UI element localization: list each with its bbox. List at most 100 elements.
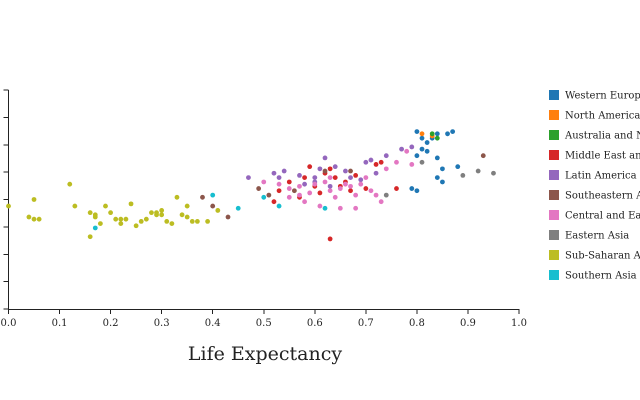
legend-label: Eastern Asia <box>565 231 629 242</box>
data-point <box>210 203 216 209</box>
data-point <box>31 216 37 222</box>
x-tick-label: 0.4 <box>205 318 221 329</box>
legend-label: Middle East and Northern Africa <box>565 151 640 162</box>
legend-label: Latin America and Caribbean <box>565 171 640 182</box>
data-point <box>67 181 73 187</box>
data-point <box>332 194 338 200</box>
x-axis-title: Life Expectancy <box>188 343 342 365</box>
legend-swatch <box>549 110 559 120</box>
data-point <box>281 168 287 174</box>
data-point <box>276 203 282 209</box>
data-point <box>286 194 292 200</box>
data-point <box>317 190 323 196</box>
data-point <box>256 186 262 191</box>
data-point <box>322 155 328 161</box>
data-point <box>291 188 297 194</box>
data-point <box>261 194 267 200</box>
data-point <box>97 221 103 226</box>
data-point <box>353 192 359 198</box>
data-point <box>322 205 328 211</box>
legend-label: Southeastern Asia <box>565 191 640 202</box>
legend-label: Australia and New Zealand <box>564 131 640 142</box>
legend-swatch <box>549 210 559 220</box>
data-point <box>424 148 430 154</box>
data-point <box>286 186 292 191</box>
x-tick-label: 0.6 <box>307 318 323 329</box>
data-point <box>414 188 420 194</box>
x-tick-label: 0.7 <box>358 318 374 329</box>
data-point <box>210 192 216 198</box>
data-point <box>317 203 323 209</box>
x-tick-label: 0.8 <box>409 318 425 329</box>
legend-swatch <box>549 230 559 240</box>
data-point <box>368 157 374 163</box>
data-point <box>383 192 389 198</box>
data-point <box>276 188 282 194</box>
data-point <box>394 159 399 165</box>
data-point <box>353 205 359 211</box>
legend: Western Europe North America Australia and… <box>549 90 640 282</box>
data-point <box>383 166 389 172</box>
data-point <box>179 212 185 218</box>
data-point <box>394 186 399 191</box>
legend-swatch <box>549 150 559 160</box>
data-point <box>378 199 384 205</box>
legend-swatch <box>549 170 559 180</box>
data-point <box>480 153 486 159</box>
data-point <box>373 162 379 167</box>
data-point <box>460 173 466 178</box>
data-point <box>271 170 277 176</box>
data-point <box>383 153 389 159</box>
data-point <box>327 188 333 194</box>
data-point <box>271 199 277 205</box>
data-point <box>322 168 328 174</box>
data-point <box>36 216 42 222</box>
data-point <box>332 175 338 181</box>
legend-swatch <box>549 90 559 100</box>
data-point <box>72 203 78 209</box>
data-point <box>419 131 425 137</box>
data-point <box>307 190 313 196</box>
data-point <box>143 216 149 222</box>
data-point <box>205 219 210 224</box>
data-point <box>368 188 374 194</box>
x-tick-label: 0.2 <box>103 318 119 329</box>
data-point <box>215 208 221 213</box>
data-point <box>6 203 11 209</box>
data-point <box>302 199 307 205</box>
data-point <box>118 221 124 226</box>
legend-label: Southern Asia <box>565 271 637 282</box>
legend-swatch <box>549 190 559 200</box>
data-point <box>373 170 379 176</box>
data-point <box>348 168 353 174</box>
legend-label: North America <box>565 111 640 122</box>
data-point <box>440 179 445 185</box>
data-point <box>327 166 333 172</box>
data-point <box>128 201 134 207</box>
data-point <box>434 131 440 137</box>
data-point <box>434 175 440 181</box>
data-point <box>353 173 359 178</box>
data-point <box>363 159 369 165</box>
data-point <box>138 219 144 224</box>
legend-label: Central and Eastern Europe <box>565 211 640 222</box>
data-point <box>159 212 165 218</box>
data-point <box>429 131 435 137</box>
data-point <box>455 164 461 170</box>
data-point <box>184 214 190 220</box>
data-point <box>133 223 139 229</box>
data-point <box>337 186 343 191</box>
data-point <box>358 177 364 183</box>
data-point <box>200 194 205 200</box>
data-point <box>297 192 302 198</box>
data-point <box>31 197 37 202</box>
legend-swatch <box>549 270 559 280</box>
data-point <box>363 175 369 181</box>
data-point <box>307 164 313 170</box>
data-point <box>108 210 113 216</box>
data-point <box>409 144 415 150</box>
data-point <box>363 186 369 191</box>
data-point <box>164 219 170 224</box>
data-point <box>276 175 282 181</box>
data-point <box>445 131 450 137</box>
